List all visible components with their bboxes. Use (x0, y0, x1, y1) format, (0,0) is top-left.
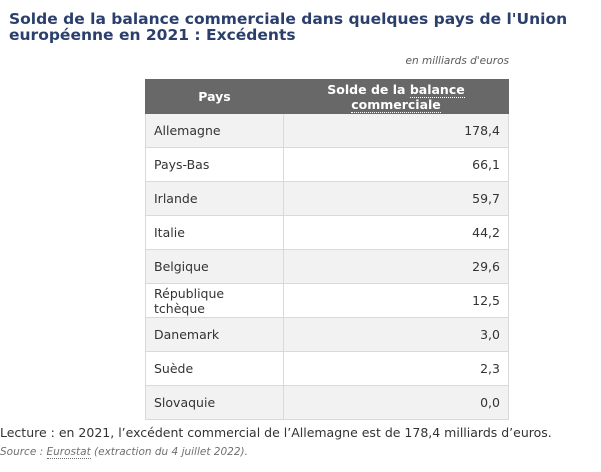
reading-note: Lecture : en 2021, l’excédent commercial… (0, 425, 552, 440)
value-cell: 0,0 (283, 385, 509, 420)
table-row: Suède 2,3 (145, 351, 509, 386)
country-cell: Italie (145, 215, 284, 250)
column-header-balance: Solde de la balance commerciale (283, 79, 509, 114)
column-header-balance-term[interactable]: balance commerciale (351, 81, 465, 113)
value-cell: 2,3 (283, 351, 509, 386)
value-cell: 178,4 (283, 113, 509, 148)
value-cell: 59,7 (283, 181, 509, 216)
table-row: Allemagne 178,4 (145, 113, 509, 148)
page-title: Solde de la balance commerciale dans que… (9, 10, 568, 44)
country-cell: Danemark (145, 317, 284, 352)
country-cell: Suède (145, 351, 284, 386)
value-cell: 66,1 (283, 147, 509, 182)
table-row: République tchèque 12,5 (145, 283, 509, 318)
unit-label: en milliards d'euros (405, 55, 509, 67)
country-cell: Slovaquie (145, 385, 284, 420)
country-cell: République tchèque (145, 283, 284, 318)
table-row: Italie 44,2 (145, 215, 509, 250)
country-cell: Pays-Bas (145, 147, 284, 182)
country-cell: Irlande (145, 181, 284, 216)
country-cell: Belgique (145, 249, 284, 284)
value-cell: 3,0 (283, 317, 509, 352)
source-link[interactable]: Eurostat (46, 446, 91, 459)
column-header-balance-text: Solde de la (327, 81, 406, 97)
table-row: Belgique 29,6 (145, 249, 509, 284)
trade-balance-table: Pays Solde de la balance commerciale All… (145, 79, 509, 420)
value-cell: 29,6 (283, 249, 509, 284)
table-row: Danemark 3,0 (145, 317, 509, 352)
table-row: Irlande 59,7 (145, 181, 509, 216)
column-header-country: Pays (145, 79, 284, 114)
value-cell: 44,2 (283, 215, 509, 250)
table-row: Slovaquie 0,0 (145, 385, 509, 420)
source-suffix: (extraction du 4 juillet 2022). (90, 446, 248, 458)
source-prefix: Source : (0, 446, 47, 458)
source-note: Source : Eurostat (extraction du 4 juill… (0, 446, 248, 459)
table-row: Pays-Bas 66,1 (145, 147, 509, 182)
value-cell: 12,5 (283, 283, 509, 318)
country-cell: Allemagne (145, 113, 284, 148)
table-header-row: Pays Solde de la balance commerciale (145, 79, 509, 114)
